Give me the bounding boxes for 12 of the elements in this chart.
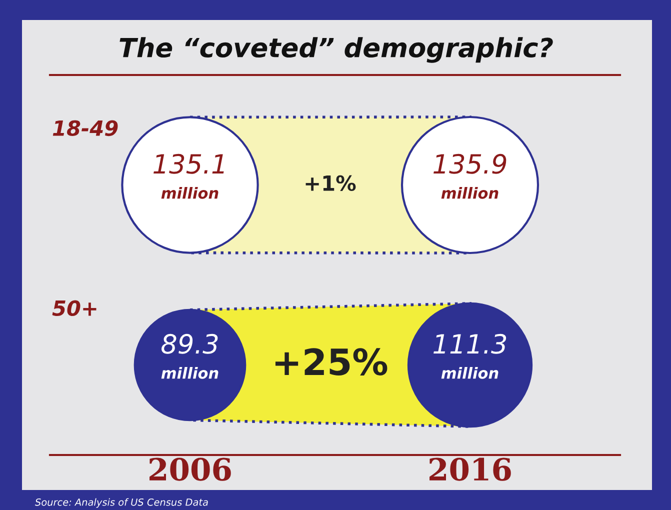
text: +1% — [306, 175, 356, 192]
data-label: 135.1 million — [154, 154, 224, 199]
category-label: 2016 — [430, 458, 511, 481]
text: The “coveted” demographic? — [120, 37, 553, 63]
data-label: 135.9 million — [434, 154, 506, 199]
text: 50+ — [52, 300, 96, 316]
data-label: 111.3 million — [434, 334, 506, 379]
series-label: 18-49 — [52, 120, 118, 136]
data-label: 89.3 million — [161, 334, 218, 379]
text: +25% — [275, 348, 388, 376]
source-note: Source: Analysis of US Census Data — [35, 498, 208, 508]
category-label: 2006 — [150, 458, 231, 481]
